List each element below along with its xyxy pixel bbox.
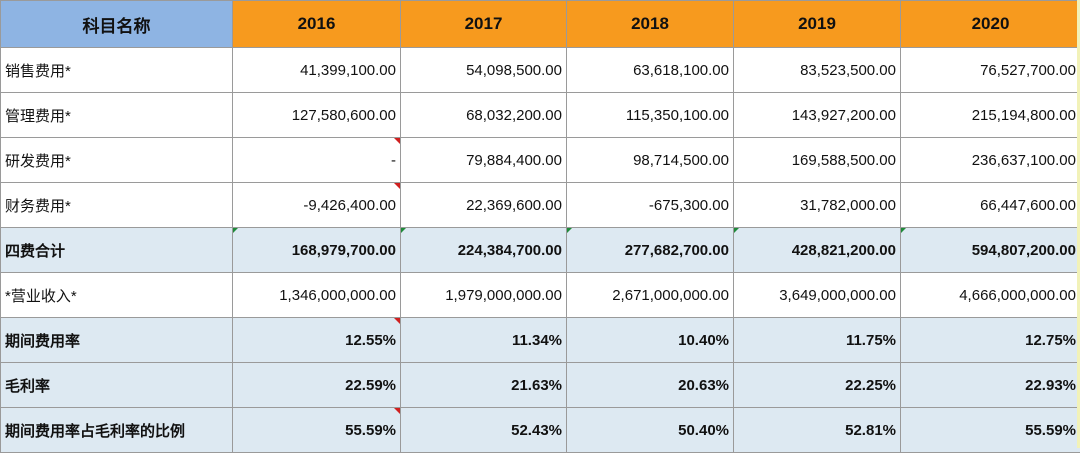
- table-cell[interactable]: 54,098,500.00: [401, 48, 567, 93]
- table-cell[interactable]: 22.25%: [734, 363, 901, 408]
- table-cell[interactable]: 22,369,600.00: [401, 183, 567, 228]
- table-cell[interactable]: 277,682,700.00: [567, 228, 734, 273]
- table-cell[interactable]: 52.81%: [734, 408, 901, 453]
- table-cell[interactable]: 22.93%: [901, 363, 1080, 408]
- table-cell[interactable]: 31,782,000.00: [734, 183, 901, 228]
- table-cell[interactable]: 215,194,800.00: [901, 93, 1080, 138]
- row-label[interactable]: 管理费用*: [1, 93, 233, 138]
- table-row: 销售费用* 41,399,100.00 54,098,500.00 63,618…: [1, 48, 1080, 93]
- table-cell[interactable]: 2,671,000,000.00: [567, 273, 734, 318]
- table-cell[interactable]: 52.43%: [401, 408, 567, 453]
- table-cell[interactable]: 63,618,100.00: [567, 48, 734, 93]
- table-cell[interactable]: 1,346,000,000.00: [233, 273, 401, 318]
- table-cell[interactable]: 22.59%: [233, 363, 401, 408]
- table-cell[interactable]: 41,399,100.00: [233, 48, 401, 93]
- table-cell[interactable]: 76,527,700.00: [901, 48, 1080, 93]
- table-cell[interactable]: 79,884,400.00: [401, 138, 567, 183]
- table-row: *营业收入* 1,346,000,000.00 1,979,000,000.00…: [1, 273, 1080, 318]
- table-cell[interactable]: 169,588,500.00: [734, 138, 901, 183]
- row-label[interactable]: 期间费用率: [1, 318, 233, 363]
- table-cell[interactable]: 68,032,200.00: [401, 93, 567, 138]
- table-cell[interactable]: 21.63%: [401, 363, 567, 408]
- table-row: 研发费用* - 79,884,400.00 98,714,500.00 169,…: [1, 138, 1080, 183]
- table-cell[interactable]: 55.59%: [901, 408, 1080, 453]
- table-cell[interactable]: 127,580,600.00: [233, 93, 401, 138]
- table-cell[interactable]: 12.75%: [901, 318, 1080, 363]
- table-cell[interactable]: 20.63%: [567, 363, 734, 408]
- table-cell[interactable]: 10.40%: [567, 318, 734, 363]
- table-cell[interactable]: 98,714,500.00: [567, 138, 734, 183]
- header-cell-year[interactable]: 2018: [567, 1, 734, 48]
- table-cell[interactable]: 428,821,200.00: [734, 228, 901, 273]
- table-row: 管理费用* 127,580,600.00 68,032,200.00 115,3…: [1, 93, 1080, 138]
- table-cell[interactable]: 594,807,200.00: [901, 228, 1080, 273]
- header-cell-year[interactable]: 2020: [901, 1, 1080, 48]
- table-cell[interactable]: 11.75%: [734, 318, 901, 363]
- table-cell[interactable]: -675,300.00: [567, 183, 734, 228]
- table-cell[interactable]: 143,927,200.00: [734, 93, 901, 138]
- table-row: 期间费用率占毛利率的比例 55.59% 52.43% 50.40% 52.81%…: [1, 408, 1080, 453]
- table-cell[interactable]: -9,426,400.00: [233, 183, 401, 228]
- table-cell[interactable]: 168,979,700.00: [233, 228, 401, 273]
- table-cell[interactable]: 1,979,000,000.00: [401, 273, 567, 318]
- header-cell-year[interactable]: 2016: [233, 1, 401, 48]
- table-cell[interactable]: 4,666,000,000.00: [901, 273, 1080, 318]
- table-cell[interactable]: 3,649,000,000.00: [734, 273, 901, 318]
- table-row: 毛利率 22.59% 21.63% 20.63% 22.25% 22.93%: [1, 363, 1080, 408]
- table-cell[interactable]: 11.34%: [401, 318, 567, 363]
- row-label[interactable]: 财务费用*: [1, 183, 233, 228]
- header-cell-year[interactable]: 2019: [734, 1, 901, 48]
- row-label[interactable]: 期间费用率占毛利率的比例: [1, 408, 233, 453]
- table-row: 期间费用率 12.55% 11.34% 10.40% 11.75% 12.75%: [1, 318, 1080, 363]
- table-cell[interactable]: -: [233, 138, 401, 183]
- header-cell-subject[interactable]: 科目名称: [1, 1, 233, 48]
- table-row: 财务费用* -9,426,400.00 22,369,600.00 -675,3…: [1, 183, 1080, 228]
- table-row: 四费合计 168,979,700.00 224,384,700.00 277,6…: [1, 228, 1080, 273]
- header-cell-year[interactable]: 2017: [401, 1, 567, 48]
- table-cell[interactable]: 236,637,100.00: [901, 138, 1080, 183]
- table-cell[interactable]: 83,523,500.00: [734, 48, 901, 93]
- table-cell[interactable]: 224,384,700.00: [401, 228, 567, 273]
- table-cell[interactable]: 66,447,600.00: [901, 183, 1080, 228]
- header-row: 科目名称 2016 2017 2018 2019 2020: [1, 1, 1080, 48]
- table-cell[interactable]: 115,350,100.00: [567, 93, 734, 138]
- row-label[interactable]: *营业收入*: [1, 273, 233, 318]
- table-cell[interactable]: 50.40%: [567, 408, 734, 453]
- table-cell[interactable]: 12.55%: [233, 318, 401, 363]
- row-label[interactable]: 四费合计: [1, 228, 233, 273]
- row-label[interactable]: 研发费用*: [1, 138, 233, 183]
- table-cell[interactable]: 55.59%: [233, 408, 401, 453]
- row-label[interactable]: 毛利率: [1, 363, 233, 408]
- row-label[interactable]: 销售费用*: [1, 48, 233, 93]
